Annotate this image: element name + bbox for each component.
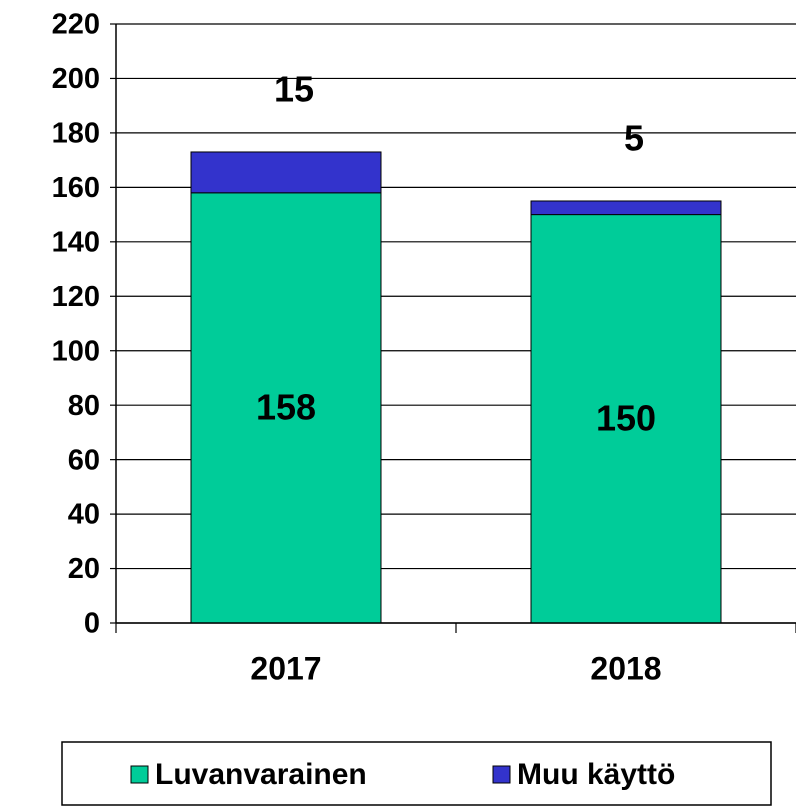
value-label: 158 [256,386,316,427]
legend-label: Luvanvarainen [155,758,367,791]
y-tick-label: 180 [52,118,100,150]
value-label: 5 [624,117,644,158]
y-tick-label: 120 [52,281,100,313]
bar-segment [530,214,722,624]
y-tick-label: 0 [84,608,100,640]
x-tick-label: 2017 [250,650,321,686]
legend-box [61,741,772,806]
x-tick-label: 2018 [590,650,661,686]
y-tick-label: 160 [52,172,100,204]
y-tick-label: 100 [52,335,100,367]
value-label: 15 [274,68,314,109]
y-tick-label: 60 [68,444,100,476]
y-tick-label: 40 [68,499,100,531]
legend-swatch [492,765,511,784]
bar-segment [190,151,382,194]
y-tick-label: 220 [52,9,100,41]
y-tick-label: 20 [68,553,100,585]
bar-segment [530,200,722,216]
legend-label: Muu käyttö [517,758,675,791]
y-tick-label: 140 [52,226,100,258]
value-label: 150 [596,397,656,438]
y-tick-label: 200 [52,63,100,95]
bar-segment [190,192,382,624]
legend-swatch [130,765,149,784]
y-tick-label: 80 [68,390,100,422]
